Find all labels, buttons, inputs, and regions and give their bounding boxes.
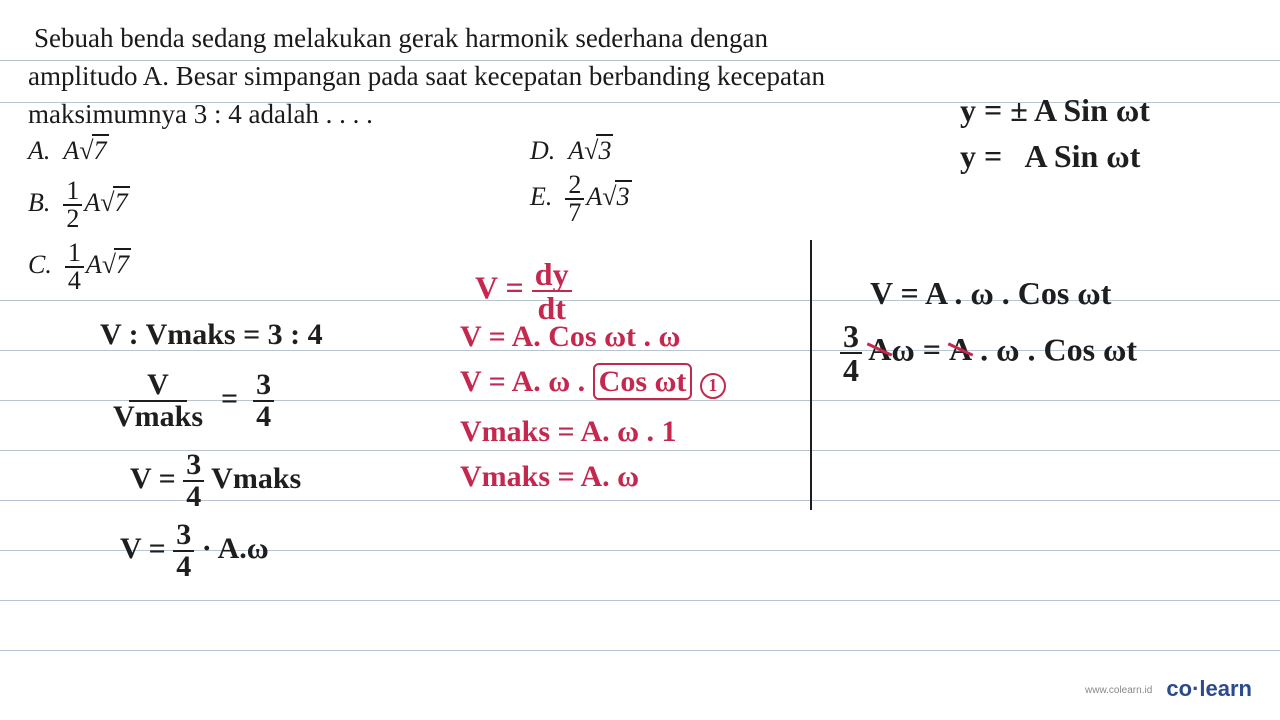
- option-e: E. 27A√3: [530, 172, 632, 226]
- option-b: B. 12A√7: [28, 178, 130, 232]
- brand-part-1: co: [1166, 676, 1192, 701]
- hand-right-1: V = A . ω . Cos ωt: [870, 275, 1111, 312]
- ruled-line: [0, 600, 1280, 601]
- hand-left-3: V = 34 Vmaks: [130, 450, 301, 512]
- brand-logo: www.colearn.id co·learn: [1085, 676, 1252, 702]
- option-d: D. A√3: [530, 134, 613, 166]
- brand-url: www.colearn.id: [1085, 685, 1152, 696]
- hand-mid-5: Vmaks = A. ω: [460, 460, 639, 494]
- hand-mid-2: V = A. Cos ωt . ω: [460, 320, 680, 354]
- hand-left-4: V = 34 · A.ω: [120, 520, 269, 582]
- hand-mid-3: V = A. ω . Cos ωt 1: [460, 365, 726, 399]
- question-line-1: Sebuah benda sedang melakukan gerak harm…: [34, 20, 768, 58]
- hand-left-2: V Vmaks = 34: [110, 370, 274, 432]
- hand-left-1: V : Vmaks = 3 : 4: [100, 318, 323, 352]
- brand-part-2: learn: [1199, 676, 1252, 701]
- hand-eq-y1: y = ± A Sin ωt: [960, 92, 1150, 129]
- question-line-2: amplitudo A. Besar simpangan pada saat k…: [28, 58, 825, 96]
- option-c: C. 14A√7: [28, 240, 131, 294]
- question-line-3: maksimumnya 3 : 4 adalah . . . .: [28, 96, 373, 134]
- hand-eq-y2: y = A Sin ωt: [960, 138, 1140, 175]
- hand-right-2: 34 Aω = A . ω . Cos ωt: [840, 320, 1137, 386]
- ruled-line: [0, 650, 1280, 651]
- hand-mid-1: V = dydt: [475, 258, 572, 324]
- option-a: A. A√7: [28, 134, 109, 166]
- hand-mid-4: Vmaks = A. ω . 1: [460, 415, 677, 449]
- vertical-divider: [810, 240, 812, 510]
